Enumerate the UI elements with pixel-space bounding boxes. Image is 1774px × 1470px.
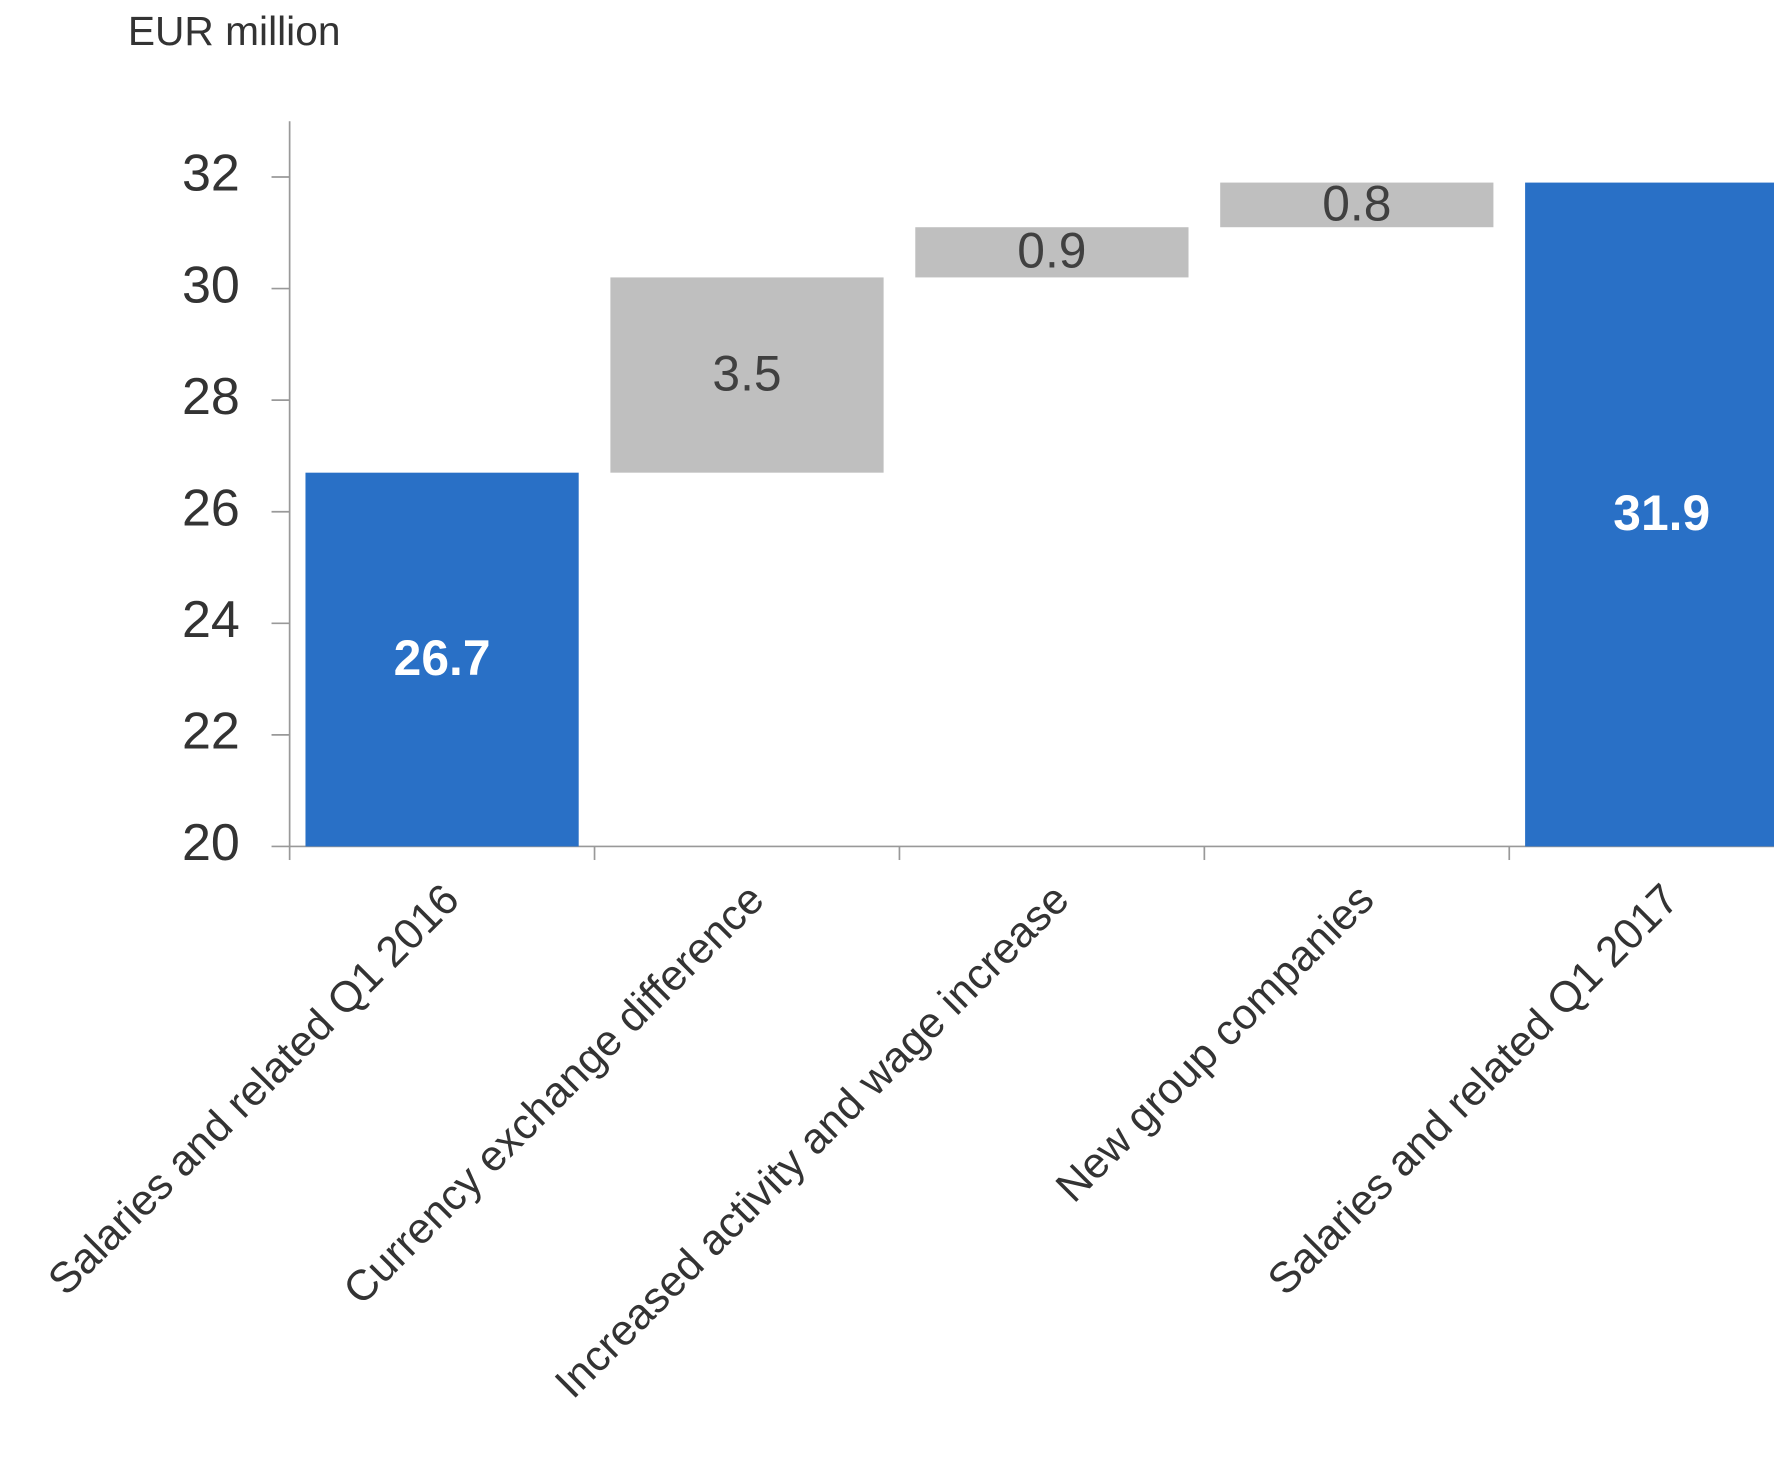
x-tick-label: Increased activity and wage increase xyxy=(546,875,1078,1407)
change-bar xyxy=(915,227,1189,278)
y-tick-label: 20 xyxy=(182,814,240,872)
x-tick-label: New group companies xyxy=(1047,875,1383,1211)
value-label: 31.9 xyxy=(1613,485,1710,541)
y-tick-label: 22 xyxy=(182,703,240,761)
y-tick-label: 30 xyxy=(182,256,240,314)
total-bar xyxy=(305,472,579,847)
value-label: 26.7 xyxy=(394,630,491,686)
y-tick-label: 28 xyxy=(182,368,240,426)
y-tick-label: 26 xyxy=(182,479,240,537)
total-bar xyxy=(1525,182,1774,847)
value-label: 0.8 xyxy=(1322,175,1391,231)
change-bar xyxy=(1220,182,1494,228)
value-label: 3.5 xyxy=(712,345,781,401)
y-tick-label: 24 xyxy=(182,591,240,649)
change-bar xyxy=(610,277,884,473)
y-tick-label: 32 xyxy=(182,145,240,203)
value-label: 0.9 xyxy=(1017,223,1086,279)
axis-unit-label: EUR million xyxy=(128,8,341,54)
